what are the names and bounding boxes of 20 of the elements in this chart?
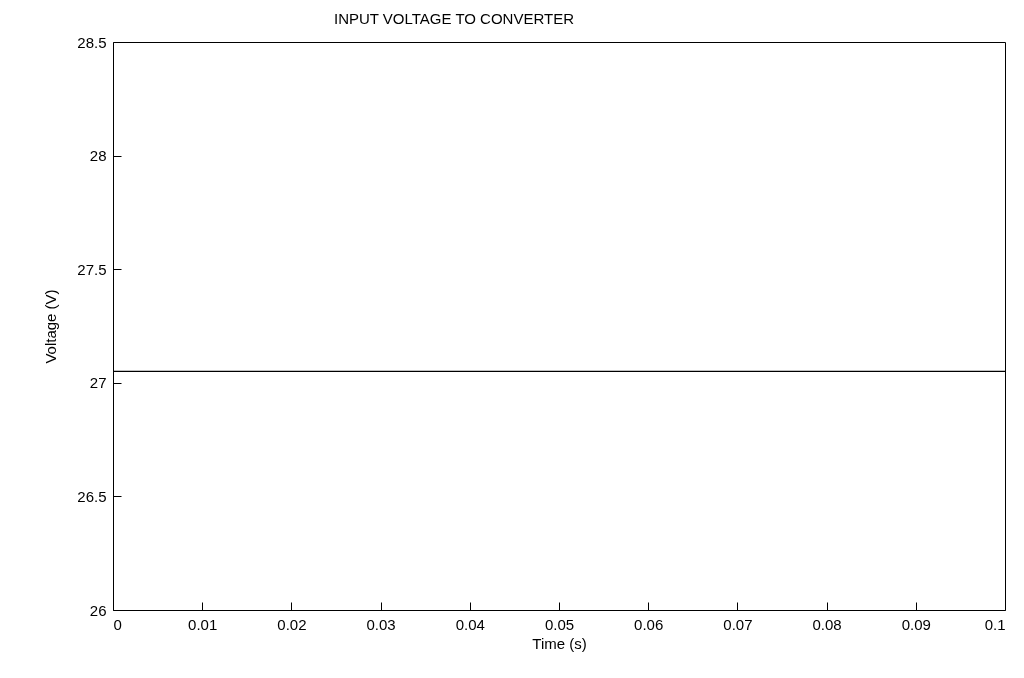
y-tick-label: 27 — [89, 374, 107, 392]
x-tick-label: 0.08 — [812, 615, 842, 633]
x-tick-label: 0.1 — [984, 615, 1006, 633]
x-axis-title: Time (s) — [532, 634, 587, 652]
y-tick-label: 28.5 — [77, 33, 107, 51]
x-tick-label: 0.02 — [277, 615, 307, 633]
y-tick-label: 26 — [89, 601, 107, 619]
y-axis-title: Voltage (V) — [42, 289, 60, 364]
y-tick-label: 26.5 — [77, 487, 107, 505]
y-tick-label: 28 — [89, 147, 107, 165]
x-tick-label: 0.09 — [901, 615, 931, 633]
y-tick-label: 27.5 — [77, 260, 107, 278]
x-tick-label: 0.05 — [544, 615, 575, 633]
x-tick-label: 0 — [113, 615, 122, 633]
x-tick-label: 0.04 — [455, 615, 485, 633]
x-tick-label: 0.01 — [188, 615, 218, 633]
chart-title: INPUT VOLTAGE TO CONVERTER — [333, 10, 575, 27]
x-tick-label: 0.07 — [723, 615, 753, 633]
x-tick-label: 0.03 — [366, 615, 396, 633]
x-tick-label: 0.06 — [634, 615, 664, 633]
